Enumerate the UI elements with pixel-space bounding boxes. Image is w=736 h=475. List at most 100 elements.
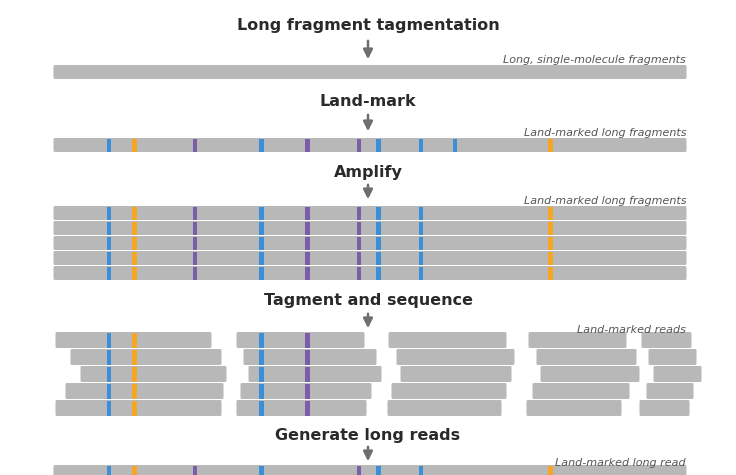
- Bar: [132, 367, 137, 381]
- FancyBboxPatch shape: [244, 349, 377, 365]
- FancyBboxPatch shape: [249, 366, 381, 382]
- Bar: [376, 466, 381, 475]
- Bar: [193, 251, 197, 265]
- Bar: [305, 350, 310, 364]
- Bar: [548, 221, 553, 235]
- Bar: [132, 466, 137, 475]
- Text: Land-marked long fragments: Land-marked long fragments: [523, 196, 686, 206]
- Bar: [107, 251, 111, 265]
- Bar: [132, 350, 137, 364]
- FancyBboxPatch shape: [648, 349, 696, 365]
- Bar: [419, 139, 423, 152]
- FancyBboxPatch shape: [642, 332, 692, 348]
- FancyBboxPatch shape: [540, 366, 640, 382]
- Text: Land-marked long fragments: Land-marked long fragments: [523, 128, 686, 138]
- Bar: [107, 332, 111, 348]
- Bar: [548, 466, 553, 475]
- Bar: [305, 383, 310, 399]
- Bar: [548, 251, 553, 265]
- Bar: [376, 251, 381, 265]
- Bar: [132, 383, 137, 399]
- Bar: [193, 221, 197, 235]
- Bar: [357, 266, 361, 279]
- Bar: [305, 139, 310, 152]
- FancyBboxPatch shape: [54, 266, 687, 280]
- Bar: [419, 466, 423, 475]
- Bar: [548, 207, 553, 219]
- Bar: [193, 266, 197, 279]
- Bar: [548, 139, 553, 152]
- Bar: [107, 367, 111, 381]
- Bar: [259, 350, 263, 364]
- Bar: [107, 400, 111, 416]
- Bar: [107, 383, 111, 399]
- Bar: [548, 237, 553, 249]
- Bar: [376, 139, 381, 152]
- Bar: [107, 139, 111, 152]
- Bar: [419, 237, 423, 249]
- Bar: [107, 466, 111, 475]
- FancyBboxPatch shape: [80, 366, 227, 382]
- Bar: [305, 266, 310, 279]
- FancyBboxPatch shape: [54, 251, 687, 265]
- Bar: [259, 139, 263, 152]
- FancyBboxPatch shape: [54, 138, 687, 152]
- Bar: [376, 221, 381, 235]
- Bar: [132, 139, 137, 152]
- FancyBboxPatch shape: [55, 400, 222, 416]
- FancyBboxPatch shape: [389, 332, 506, 348]
- Bar: [357, 466, 361, 475]
- Bar: [305, 207, 310, 219]
- FancyBboxPatch shape: [654, 366, 701, 382]
- FancyBboxPatch shape: [537, 349, 637, 365]
- Text: Long, single-molecule fragments: Long, single-molecule fragments: [503, 55, 686, 65]
- FancyBboxPatch shape: [646, 383, 693, 399]
- Bar: [132, 251, 137, 265]
- Bar: [132, 266, 137, 279]
- Bar: [376, 237, 381, 249]
- FancyBboxPatch shape: [387, 400, 501, 416]
- Bar: [259, 266, 263, 279]
- Bar: [193, 207, 197, 219]
- Bar: [548, 266, 553, 279]
- Bar: [419, 266, 423, 279]
- FancyBboxPatch shape: [54, 65, 687, 79]
- Bar: [132, 237, 137, 249]
- Bar: [453, 139, 457, 152]
- Bar: [305, 332, 310, 348]
- FancyBboxPatch shape: [54, 236, 687, 250]
- FancyBboxPatch shape: [526, 400, 621, 416]
- Bar: [357, 237, 361, 249]
- FancyBboxPatch shape: [397, 349, 514, 365]
- FancyBboxPatch shape: [55, 332, 211, 348]
- Text: Tagment and sequence: Tagment and sequence: [263, 293, 473, 308]
- FancyBboxPatch shape: [640, 400, 690, 416]
- Text: Land-mark: Land-mark: [319, 94, 417, 109]
- FancyBboxPatch shape: [528, 332, 626, 348]
- Bar: [419, 207, 423, 219]
- Bar: [376, 207, 381, 219]
- Bar: [107, 221, 111, 235]
- Bar: [132, 221, 137, 235]
- Bar: [357, 207, 361, 219]
- FancyBboxPatch shape: [54, 221, 687, 235]
- Bar: [132, 207, 137, 219]
- Bar: [419, 251, 423, 265]
- FancyBboxPatch shape: [66, 383, 224, 399]
- Bar: [259, 400, 263, 416]
- Bar: [305, 400, 310, 416]
- FancyBboxPatch shape: [400, 366, 512, 382]
- Bar: [259, 221, 263, 235]
- Bar: [132, 332, 137, 348]
- Bar: [419, 221, 423, 235]
- FancyBboxPatch shape: [54, 465, 687, 475]
- FancyBboxPatch shape: [392, 383, 506, 399]
- Bar: [259, 466, 263, 475]
- Text: Generate long reads: Generate long reads: [275, 428, 461, 443]
- Text: Land-marked reads: Land-marked reads: [577, 325, 686, 335]
- Bar: [193, 237, 197, 249]
- FancyBboxPatch shape: [236, 332, 364, 348]
- Bar: [259, 383, 263, 399]
- FancyBboxPatch shape: [54, 206, 687, 220]
- FancyBboxPatch shape: [533, 383, 629, 399]
